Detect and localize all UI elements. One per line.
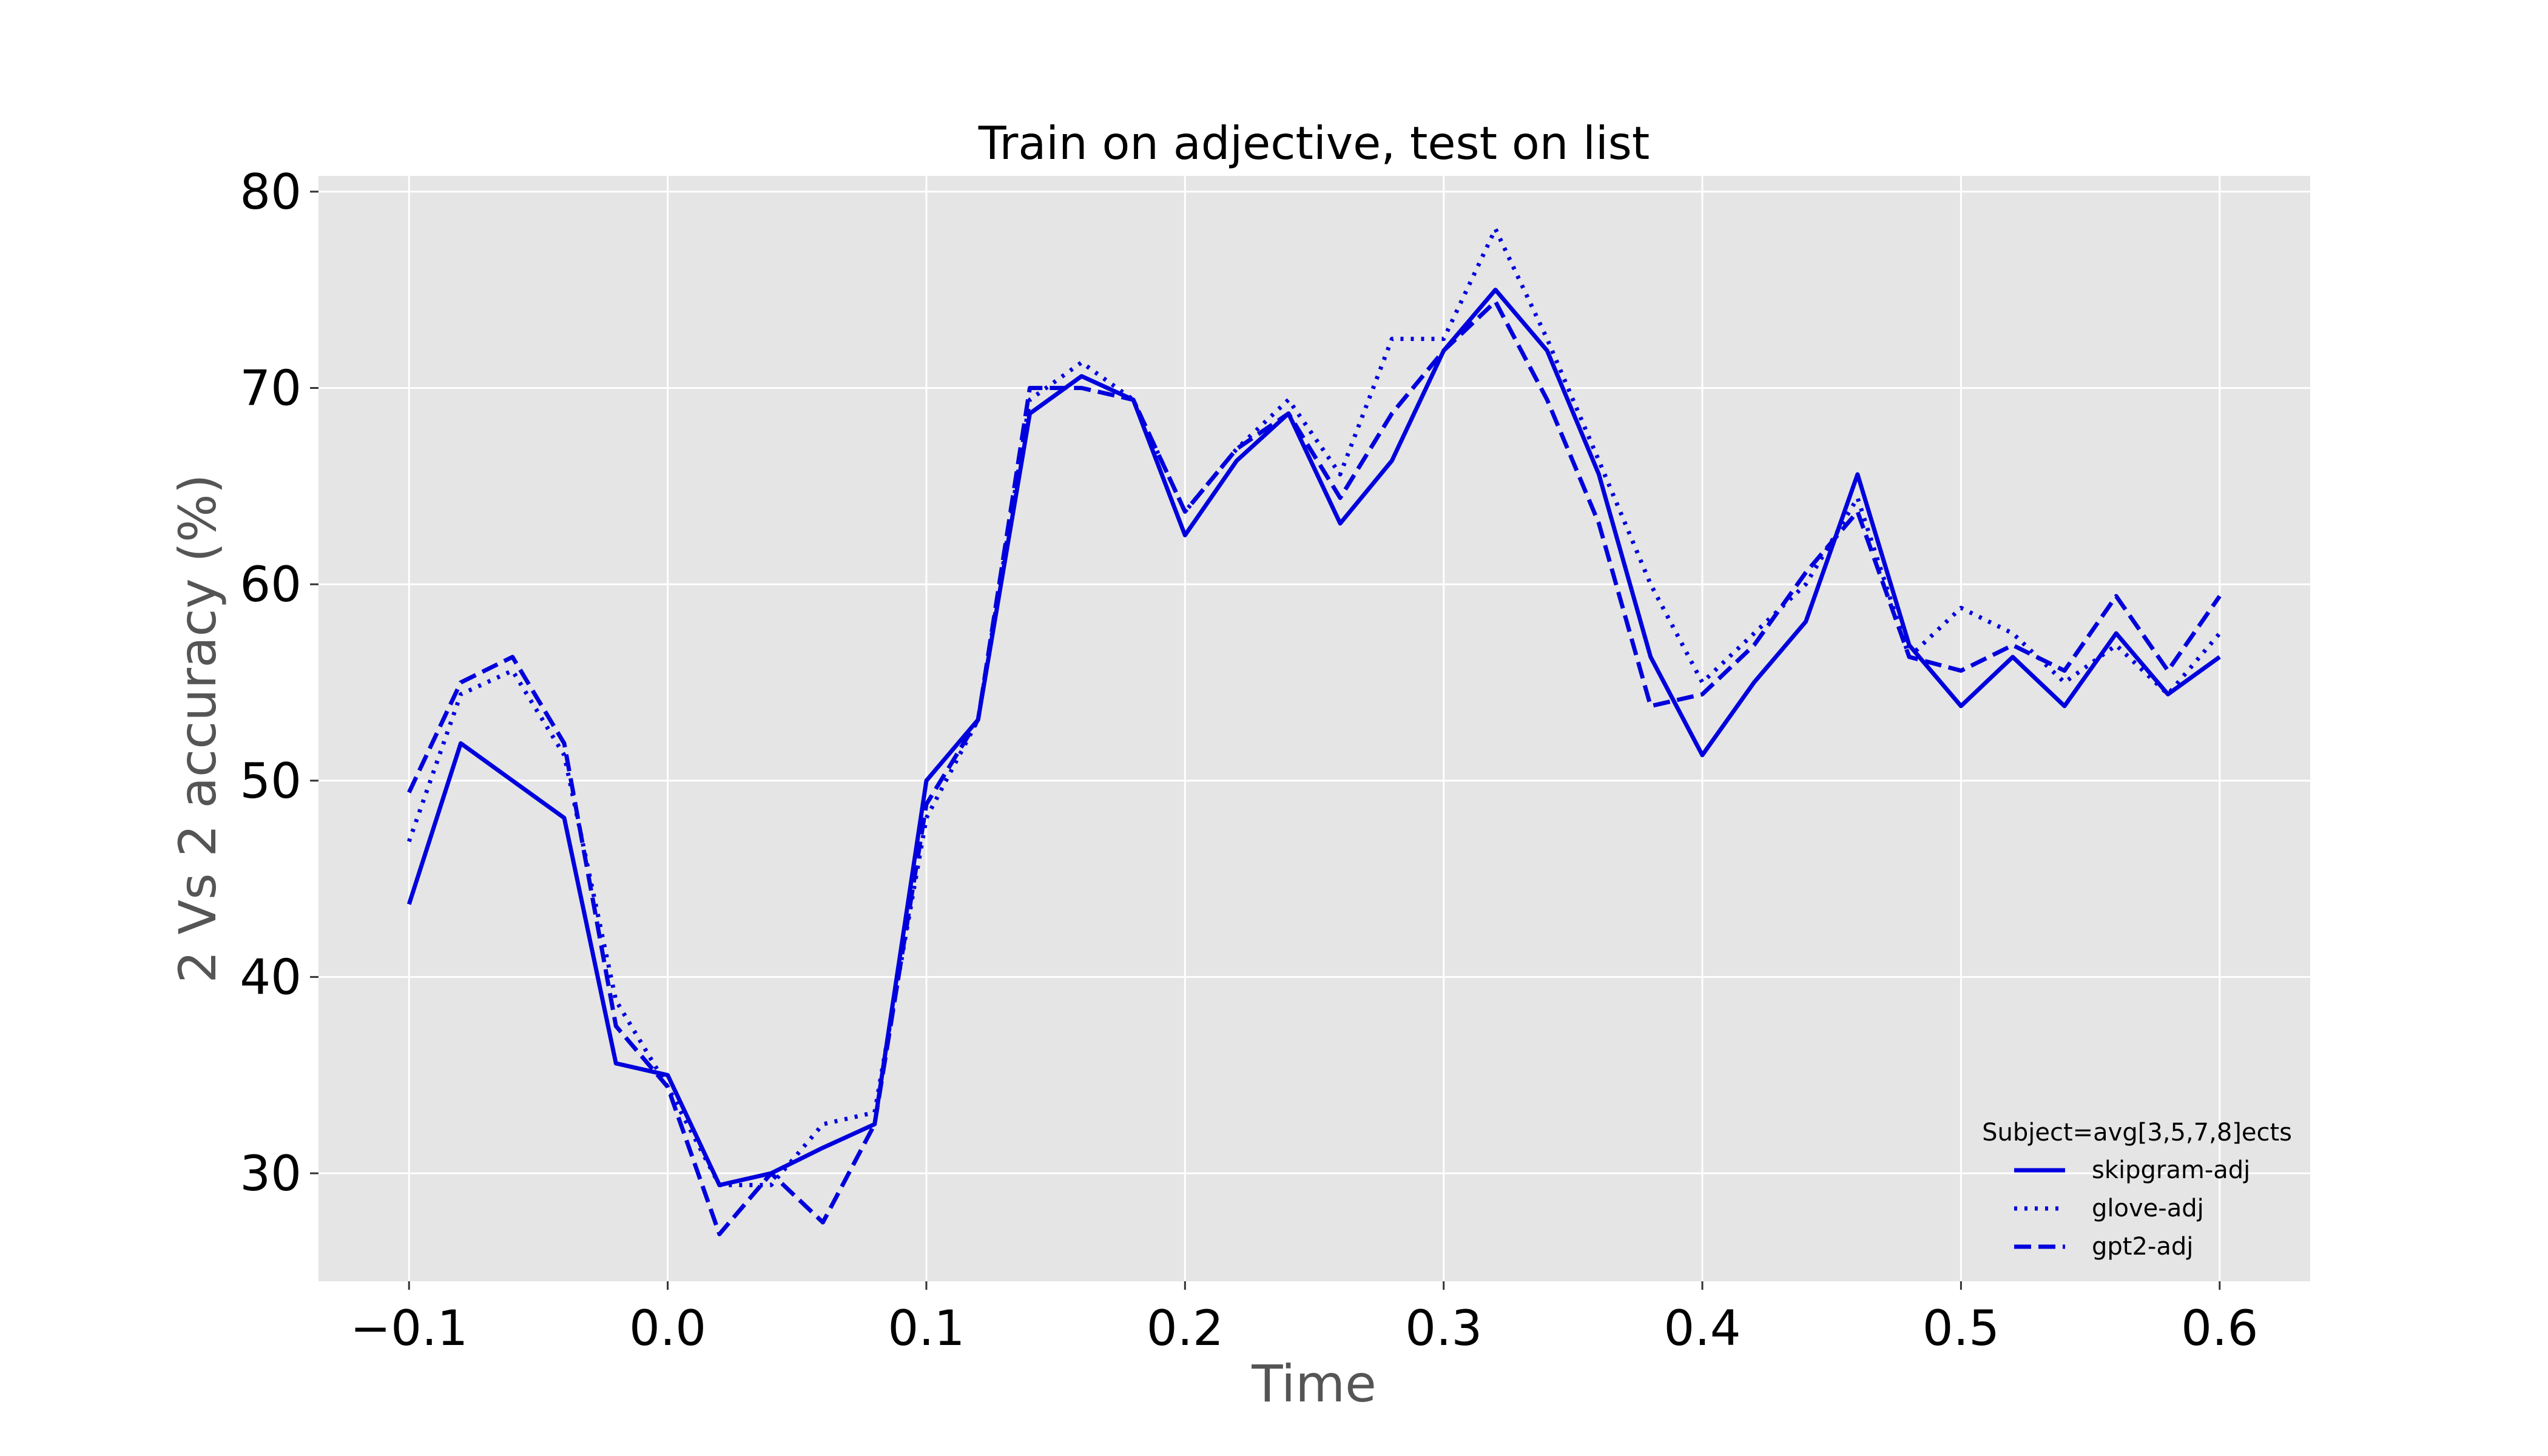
x-tick-label: 0.1 — [888, 1300, 965, 1357]
x-tick-label: −0.1 — [350, 1300, 468, 1357]
y-tick-label: 50 — [240, 753, 302, 809]
grid — [318, 176, 2310, 1281]
chart-title: Train on adjective, test on list — [978, 116, 1650, 170]
x-tick-label: 0.6 — [2181, 1300, 2258, 1357]
y-tick-label: 40 — [240, 949, 302, 1005]
y-tick-label: 30 — [240, 1145, 302, 1202]
x-tick-label: 0.4 — [1663, 1300, 1741, 1357]
plot-background — [318, 176, 2310, 1281]
y-axis-label: 2 Vs 2 accuracy (%) — [168, 474, 228, 983]
x-axis-label: Time — [1251, 1354, 1377, 1414]
x-tick-label: 0.5 — [1923, 1300, 2000, 1357]
y-tick-label: 80 — [240, 164, 302, 220]
x-tick-label: 0.3 — [1405, 1300, 1482, 1357]
series-line-gpt2-adj — [407, 299, 2222, 1236]
series-lines — [406, 226, 2222, 1236]
legend-title: Subject=avg[3,5,7,8]ects — [1982, 1119, 2292, 1147]
y-tick-label: 70 — [240, 360, 302, 417]
x-axis: −0.1 0.0 0.1 0.2 0.3 0.4 0.5 0.6 — [350, 1281, 2258, 1357]
legend-label-skipgram-adj: skipgram-adj — [2092, 1156, 2250, 1184]
x-tick-label: 0.0 — [629, 1300, 706, 1357]
y-tick-label: 60 — [240, 556, 302, 613]
legend-label-glove-adj: glove-adj — [2092, 1195, 2204, 1222]
legend-label-gpt2-adj: gpt2-adj — [2092, 1233, 2193, 1261]
legend: Subject=avg[3,5,7,8]ects skipgram-adj glo… — [1982, 1119, 2292, 1261]
y-axis: 30 40 50 60 70 80 — [240, 164, 318, 1202]
x-tick-label: 0.2 — [1147, 1300, 1224, 1357]
